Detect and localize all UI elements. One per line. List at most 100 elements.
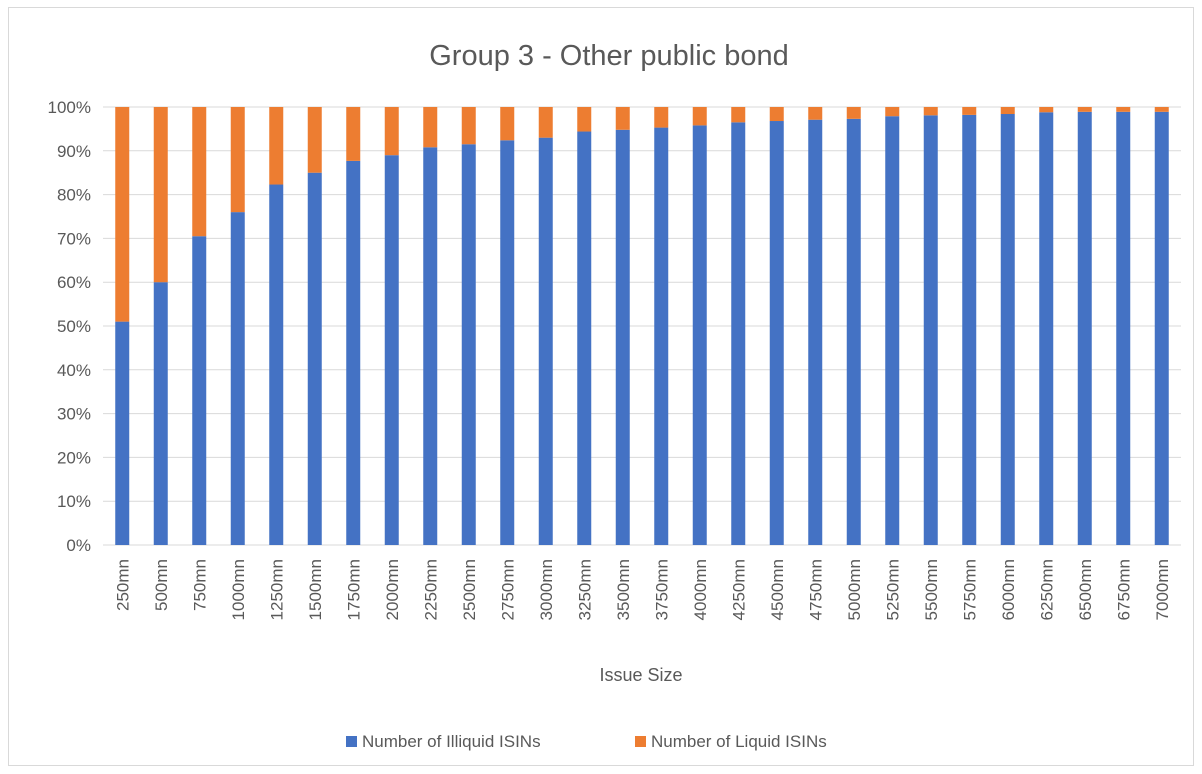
bar-liquid [885, 107, 900, 117]
y-tick-label: 70% [57, 229, 91, 248]
bar-liquid [962, 107, 977, 115]
bar-liquid [577, 107, 592, 132]
legend-label-illiquid: Number of Illiquid ISINs [362, 732, 541, 751]
x-tick-label: 4500mn [768, 559, 787, 620]
bar-liquid [808, 107, 823, 120]
x-tick-label: 2500mn [460, 559, 479, 620]
x-tick-label: 1250mn [267, 559, 286, 620]
legend-item-liquid: Number of Liquid ISINs [635, 732, 827, 751]
x-tick-label: 500mn [152, 559, 171, 611]
bar-illiquid [461, 144, 476, 546]
x-tick-label: 6000mn [999, 559, 1018, 620]
bar-liquid [923, 107, 938, 116]
legend: Number of Illiquid ISINs Number of Liqui… [346, 732, 827, 751]
x-tick-label: 2000mn [383, 559, 402, 620]
y-tick-label: 90% [57, 142, 91, 161]
x-axis-title: Issue Size [599, 665, 682, 685]
y-tick-label: 20% [57, 448, 91, 467]
y-tick-label: 10% [57, 492, 91, 511]
bar-liquid [461, 107, 476, 145]
x-tick-label: 1000mn [229, 559, 248, 620]
bar-illiquid [1000, 114, 1015, 546]
bar-liquid [731, 107, 746, 123]
x-tick-label: 250mn [113, 559, 132, 611]
x-tick-label: 7000mn [1153, 559, 1172, 620]
chart-frame: Group 3 - Other public bond 0% 10% 20% 30% 4… [8, 7, 1194, 766]
bar-illiquid [1154, 111, 1169, 546]
x-tick-label: 6250mn [1037, 559, 1056, 620]
bar-illiquid [692, 125, 707, 546]
x-tick-label: 750mn [190, 559, 209, 611]
bar-liquid [654, 107, 669, 128]
bar-liquid [500, 107, 515, 141]
bar-liquid [346, 107, 361, 161]
x-tick-label: 2750mn [498, 559, 517, 620]
bar-illiquid [307, 172, 322, 545]
bar-illiquid [885, 116, 900, 545]
legend-label-liquid: Number of Liquid ISINs [651, 732, 827, 751]
x-tick-label: 5500mn [922, 559, 941, 620]
bar-illiquid [1077, 111, 1092, 546]
bar-liquid [692, 107, 707, 126]
bar-illiquid [1116, 111, 1131, 546]
x-tick-label: 3000mn [537, 559, 556, 620]
bar-liquid [192, 107, 207, 237]
y-axis-tick-labels: 0% 10% 20% 30% 40% 50% 60% 70% 80% 90% 100% [48, 98, 91, 555]
x-tick-label: 5750mn [960, 559, 979, 620]
bar-illiquid [346, 160, 361, 545]
bar-liquid [269, 107, 284, 185]
bar-liquid [307, 107, 322, 173]
x-tick-label: 1750mn [344, 559, 363, 620]
bar-illiquid [731, 122, 746, 545]
x-tick-label: 3250mn [575, 559, 594, 620]
bar-illiquid [1039, 112, 1054, 546]
bar-illiquid [769, 121, 784, 546]
legend-item-illiquid: Number of Illiquid ISINs [346, 732, 541, 751]
bar-illiquid [846, 118, 861, 546]
y-tick-label: 40% [57, 361, 91, 380]
bar-liquid [1000, 107, 1015, 115]
x-tick-label: 2250mn [421, 559, 440, 620]
bar-illiquid [654, 127, 669, 545]
bar-illiquid [384, 155, 399, 545]
y-tick-label: 80% [57, 186, 91, 205]
x-tick-label: 3500mn [614, 559, 633, 620]
bar-illiquid [500, 140, 515, 545]
bar-liquid [846, 107, 861, 119]
bar-illiquid [923, 115, 938, 546]
bar-liquid [153, 107, 168, 283]
bar-illiquid [423, 147, 438, 545]
bars [115, 107, 1169, 546]
y-tick-label: 30% [57, 405, 91, 424]
x-tick-label: 3750mn [652, 559, 671, 620]
y-tick-label: 0% [66, 536, 91, 555]
bar-liquid [423, 107, 438, 148]
y-tick-label: 60% [57, 273, 91, 292]
bar-illiquid [115, 321, 130, 545]
stacked-bar-chart: Group 3 - Other public bond 0% 10% 20% 30% 4… [48, 40, 1181, 751]
x-tick-label: 4750mn [806, 559, 825, 620]
bar-illiquid [192, 236, 207, 545]
x-tick-label: 1500mn [306, 559, 325, 620]
bar-liquid [769, 107, 784, 122]
bar-illiquid [230, 212, 245, 545]
bar-liquid [1154, 107, 1169, 112]
bar-liquid [1039, 107, 1054, 113]
legend-swatch-illiquid [346, 736, 357, 747]
bar-illiquid [538, 137, 553, 545]
x-axis-tick-labels: 250mn 500mn 750mn 1000mn 1250mn 1500mn 1750mn 2… [113, 559, 1172, 620]
bar-liquid [384, 107, 399, 156]
x-tick-label: 5000mn [845, 559, 864, 620]
bar-illiquid [615, 129, 630, 545]
bar-illiquid [808, 119, 823, 546]
bar-illiquid [153, 282, 168, 545]
y-tick-label: 100% [48, 98, 91, 117]
bar-liquid [1077, 107, 1092, 112]
x-tick-label: 4000mn [691, 559, 710, 620]
bar-illiquid [269, 184, 284, 545]
x-tick-label: 5250mn [883, 559, 902, 620]
bar-illiquid [577, 131, 592, 545]
bar-liquid [538, 107, 553, 138]
chart-title: Group 3 - Other public bond [429, 40, 788, 72]
bar-liquid [615, 107, 630, 130]
